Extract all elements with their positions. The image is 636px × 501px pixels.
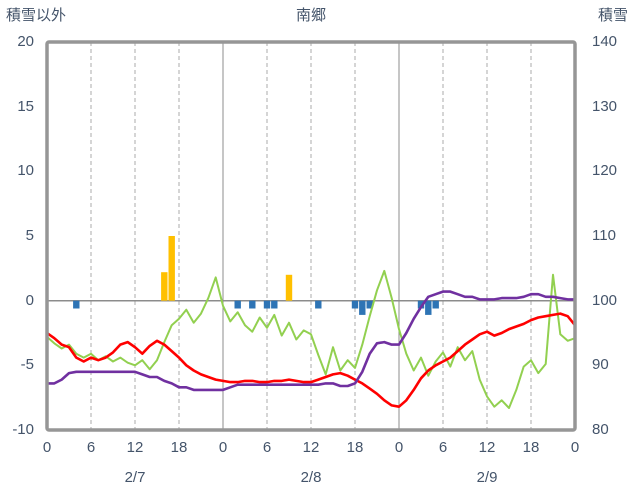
right-axis-title: 積雪 bbox=[597, 7, 628, 24]
left-axis-tick: 5 bbox=[25, 227, 34, 244]
x-axis-tick: 0 bbox=[42, 439, 52, 456]
x-axis-tick: 6 bbox=[86, 439, 96, 456]
right-axis-tick: 110 bbox=[592, 227, 616, 244]
left-axis-tick: 20 bbox=[17, 33, 34, 50]
left-axis-tick: 10 bbox=[17, 162, 34, 180]
right-axis-tick: 100 bbox=[592, 291, 618, 309]
x-axis-tick: 6 bbox=[262, 439, 272, 456]
right-axis-tick: 120 bbox=[592, 162, 618, 180]
x-axis-tick: 6 bbox=[438, 439, 448, 456]
x-axis-tick: 18 bbox=[346, 439, 364, 456]
x-axis-tick: 0 bbox=[570, 439, 580, 456]
chart-title: 南郷 bbox=[295, 7, 327, 24]
x-axis-tick: 12 bbox=[302, 439, 320, 456]
x-axis-tick: 18 bbox=[170, 439, 188, 456]
x-axis-tick: 18 bbox=[522, 439, 540, 456]
x-axis-tick: 12 bbox=[126, 439, 144, 456]
left-axis-tick: 15 bbox=[17, 97, 34, 115]
right-axis-tick: 80 bbox=[592, 421, 609, 438]
day-label: 2/8 bbox=[300, 469, 322, 486]
day-label: 2/7 bbox=[124, 469, 146, 486]
right-axis-tick: 140 bbox=[592, 33, 618, 50]
x-axis-tick: 12 bbox=[478, 439, 496, 456]
right-axis-tick: 90 bbox=[592, 356, 609, 374]
x-axis-tick: 0 bbox=[394, 439, 404, 456]
x-axis-tick: 0 bbox=[218, 439, 228, 456]
day-label: 2/9 bbox=[476, 469, 498, 486]
left-axis-tick: -10 bbox=[12, 421, 34, 438]
left-axis-title: 積雪以外 bbox=[6, 7, 67, 24]
right-axis-tick: 130 bbox=[592, 97, 618, 115]
left-axis-tick: -5 bbox=[20, 356, 34, 374]
left-axis-tick: 0 bbox=[25, 291, 34, 309]
